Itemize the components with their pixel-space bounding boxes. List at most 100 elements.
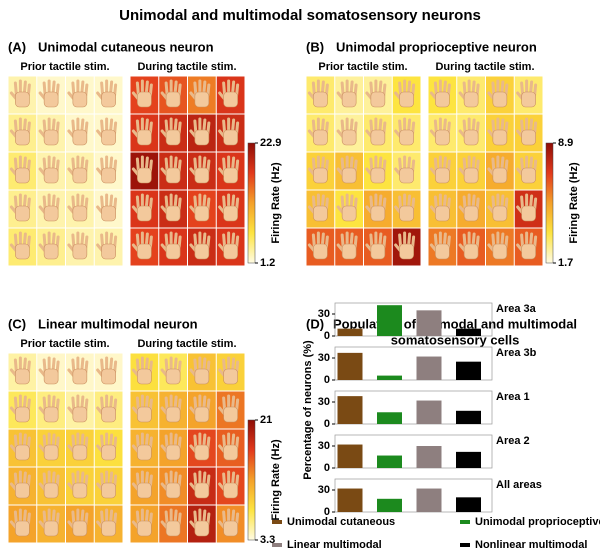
hand-icon	[67, 79, 89, 108]
hand-palm	[72, 167, 88, 184]
hand-palm	[101, 167, 116, 184]
hand-icon	[365, 231, 387, 260]
hand-palm	[137, 205, 152, 222]
hand-fingers	[516, 155, 538, 177]
hand-palm	[313, 129, 328, 146]
hand-fingers	[160, 508, 182, 530]
facet-frame	[334, 346, 493, 381]
hand-palm	[43, 406, 59, 423]
hand-fingers	[218, 508, 240, 530]
hand-icon	[218, 79, 240, 108]
hand-icon	[429, 79, 451, 108]
hand-palm	[137, 444, 152, 461]
legend-label: Unimodal cutaneous	[287, 516, 395, 528]
hand-palm	[492, 129, 508, 146]
hand-fingers	[336, 193, 358, 215]
hand-palm	[43, 91, 59, 108]
hand-palm	[43, 205, 59, 222]
hand-palm	[399, 167, 414, 184]
group-label: Prior tactile stim.	[318, 61, 407, 73]
hand-icon	[131, 79, 153, 108]
hand-palm	[313, 205, 328, 222]
hand-icon	[9, 117, 31, 146]
hand-fingers	[218, 432, 240, 454]
hand-palm	[194, 406, 210, 423]
hand-icon	[336, 155, 358, 184]
y-tick-label: 30	[318, 396, 330, 408]
hand-palm	[72, 482, 88, 499]
hand-icon	[9, 508, 31, 537]
hand-palm	[101, 91, 116, 108]
hand-fingers	[160, 231, 182, 253]
hand-fingers	[487, 231, 509, 253]
hand-palm	[194, 167, 210, 184]
hand-palm	[101, 243, 116, 260]
hand-fingers	[189, 117, 211, 139]
hand-icon	[487, 193, 509, 222]
hand-icon	[458, 79, 480, 108]
hand-palm	[463, 205, 479, 222]
hand-fingers	[96, 117, 118, 139]
hand-icon	[160, 117, 182, 146]
hand-icon	[67, 394, 89, 423]
hand-icon	[160, 508, 182, 537]
hand-icon	[218, 470, 240, 499]
hand-icon	[429, 117, 451, 146]
colorbar	[247, 419, 256, 541]
colorbar-tick-label: 8.9	[558, 137, 573, 149]
hand-icon	[160, 231, 182, 260]
hand-palm	[435, 243, 450, 260]
hand-palm	[137, 243, 152, 260]
facet-label: Area 3b	[496, 347, 537, 359]
hand-icon	[307, 117, 329, 146]
hand-icon	[131, 394, 153, 423]
hand-fingers	[96, 231, 118, 253]
hand-palm	[15, 167, 30, 184]
hand-icon	[487, 155, 509, 184]
hand-icon	[218, 193, 240, 222]
hand-fingers	[67, 155, 89, 177]
hand-fingers	[67, 508, 89, 530]
panel-title: Linear multimodal neuron	[38, 316, 198, 331]
hand-icon	[9, 155, 31, 184]
hand-fingers	[38, 117, 60, 139]
hand-icon	[38, 117, 60, 146]
hand-icon	[38, 193, 60, 222]
hand-icon	[516, 231, 538, 260]
hand-icon	[9, 394, 31, 423]
panel-title: somatosensory cells	[391, 332, 520, 347]
hand-icon	[218, 117, 240, 146]
hand-fingers	[38, 356, 60, 378]
hand-fingers	[9, 193, 31, 215]
y-tick-label: 0	[324, 418, 330, 430]
bar	[337, 352, 363, 380]
hand-icon	[67, 117, 89, 146]
facet-frame	[334, 390, 493, 425]
hand-icon	[218, 508, 240, 537]
hand-icon	[516, 155, 538, 184]
hand-palm	[165, 482, 181, 499]
hand-fingers	[458, 155, 480, 177]
panel-label: (A)	[8, 39, 26, 54]
y-tick-label: 30	[318, 352, 330, 364]
hand-fingers	[9, 470, 31, 492]
bar	[456, 410, 481, 424]
hand-icon	[189, 231, 211, 260]
y-tick-label: 0	[324, 330, 330, 342]
hand-fingers	[429, 117, 451, 139]
hand-icon	[96, 155, 118, 184]
hand-icon	[96, 470, 118, 499]
hand-icon	[160, 193, 182, 222]
hand-fingers	[218, 394, 240, 416]
hand-icon	[218, 394, 240, 423]
hand-icon	[429, 231, 451, 260]
colorbar-label: Firing Rate (Hz)	[270, 162, 282, 244]
figure-title: Unimodal and multimodal somatosensory ne…	[119, 7, 481, 24]
hand-icon	[516, 193, 538, 222]
hand-fingers	[96, 193, 118, 215]
hand-fingers	[96, 394, 118, 416]
hand-palm	[43, 167, 59, 184]
hand-icon	[131, 155, 153, 184]
hand-fingers	[458, 79, 480, 101]
hand-icon	[487, 79, 509, 108]
